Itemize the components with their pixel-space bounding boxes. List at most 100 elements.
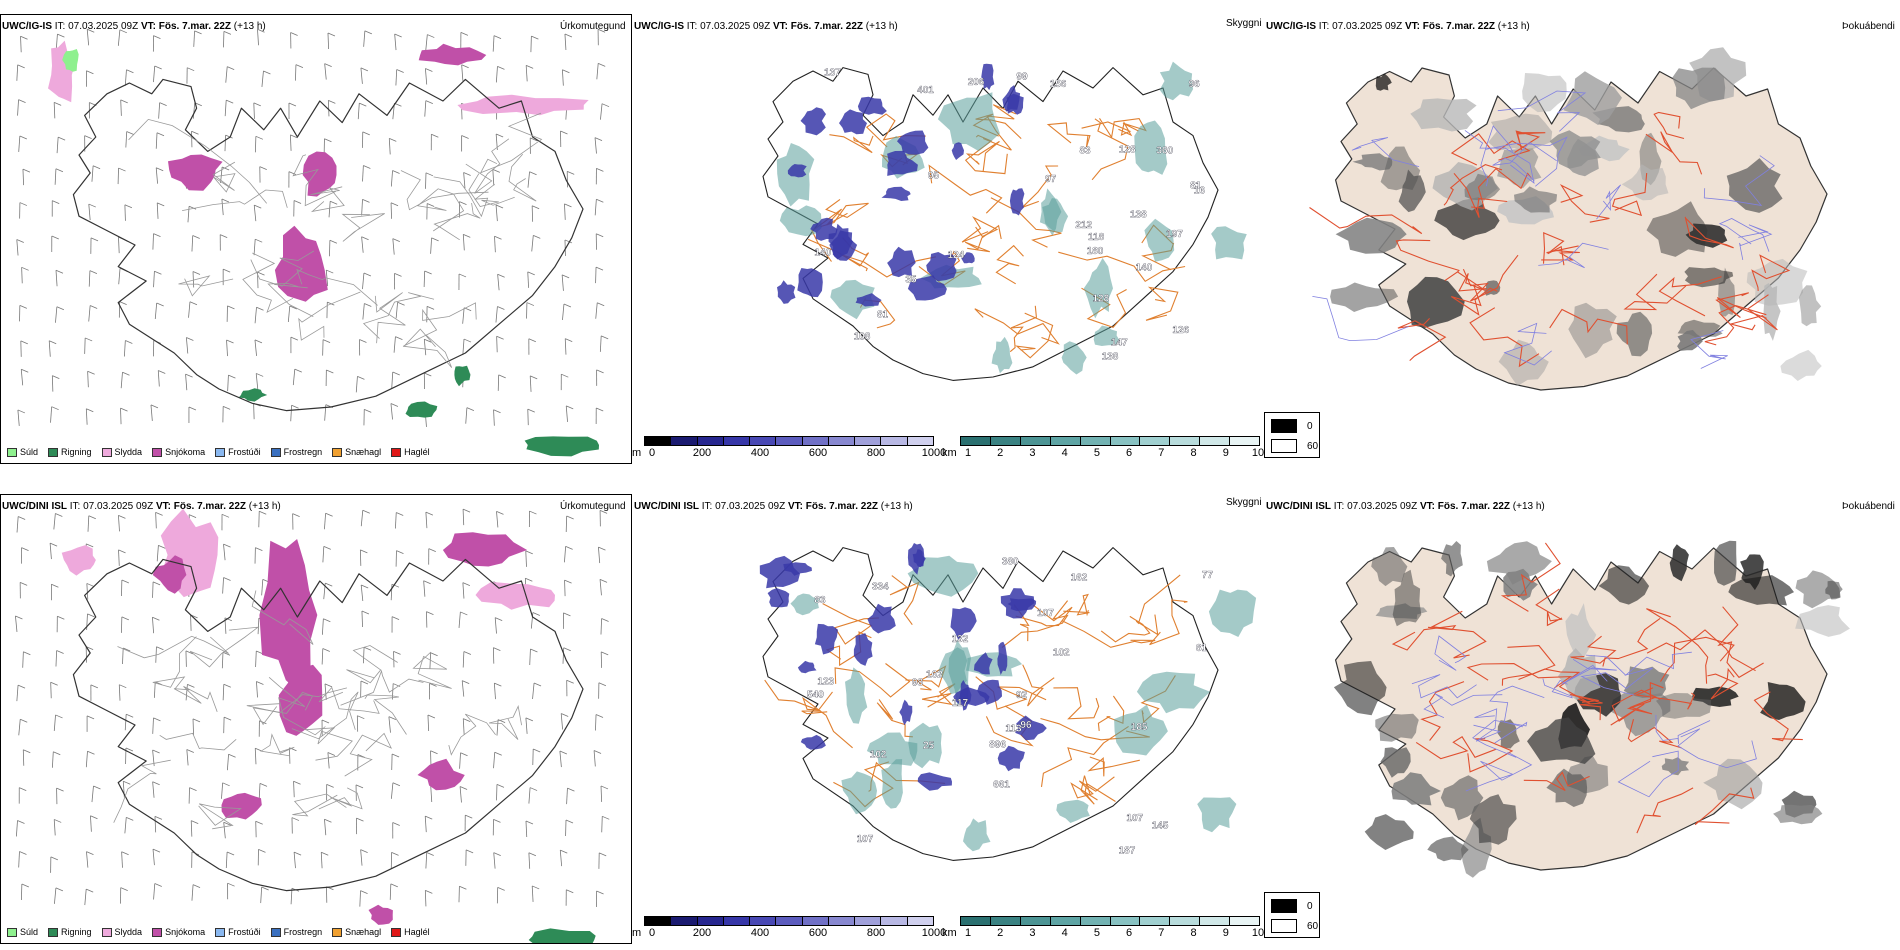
wind-barb-flag [187,67,195,72]
wind-barb [390,403,393,420]
wind-barb-flag [323,618,331,623]
wind-barb-flag [492,169,500,173]
wind-barb-flag [533,682,542,687]
cloud-base-area [767,588,790,608]
wind-barb-flag [328,99,336,104]
wind-barb [531,205,534,222]
wind-barb-flag [224,617,233,622]
cloud-map-top: 128 197 99 81 95 83 108 81 124 180 360 16 126 156 138 1… [762,61,1247,381]
wind-barb [16,239,19,256]
fog-area [1780,349,1822,381]
legend-label: Súld [20,447,39,457]
wind-barb [88,305,91,322]
colorbar-segment [1230,917,1260,925]
road-line [1081,121,1133,137]
colorbar-segment [1050,437,1081,445]
wind-barb [188,301,191,318]
ptype-legend-item: Haglél [391,927,430,937]
wind-barb-flag [156,167,164,172]
road-line [1100,615,1151,643]
wind-barb [48,340,51,357]
colorbar-ticks: 1 2 3 4 5 6 7 8 9 10 [960,927,1264,941]
wind-barb [18,851,20,868]
wind-barb-flag [326,784,334,788]
colorbar-tick-label: 6 [1126,447,1133,459]
ptype-legend-item: Slydda [101,447,142,457]
wind-barb-flag [126,713,134,718]
wind-barb [187,206,190,223]
wind-barb-flag [186,337,194,341]
wind-barb-flag [427,34,435,38]
wind-barb [152,781,155,798]
cloud-base-area [897,130,929,155]
wind-barb-flag [599,509,608,514]
wind-barb-flag [226,851,235,856]
wind-barb [462,509,465,526]
wind-barb [566,788,568,805]
wind-barb [124,817,127,834]
wind-barb [360,849,363,866]
road-line [341,213,385,242]
visibility-area [790,593,821,616]
visibility-area [841,771,877,815]
wind-barb [185,684,188,701]
legend-label: Súld [20,927,39,937]
wind-barb [362,647,365,664]
colorbar-segment [990,917,1021,925]
colorbar-tick-label: 3 [1029,447,1036,459]
road-line [1309,207,1423,235]
wind-barb [424,816,427,833]
wind-barb [86,583,89,600]
visibility-area [938,647,968,695]
colorbar-segment [671,437,698,445]
cloud-base-label: 113 [1005,724,1022,735]
wind-barb-flag [395,336,403,341]
wind-barb [17,409,20,426]
visibility-area [1134,120,1168,175]
wind-barb-flag [363,272,372,277]
cloud-base-label: 96 [1020,720,1032,731]
wind-barb [18,719,21,736]
ptype-legend-item: Rigning [48,447,92,457]
road-line [1570,693,1603,721]
wind-barb-flag [86,583,95,587]
wind-barb-flag [49,340,57,345]
legend-swatch [270,447,281,457]
road-line [400,170,489,211]
wind-barb [20,36,22,53]
wind-barb-flag [86,888,94,893]
colorbar-segment [961,437,991,445]
wind-barb-flag [223,543,231,548]
wind-barb [193,30,195,47]
wind-barb [125,131,128,148]
fog-legend-label: 60 [1307,920,1319,932]
road-line [1397,318,1447,362]
wind-barb [327,100,330,117]
wind-barb-flag [526,302,535,306]
wind-barb [600,618,603,635]
fog-area [1661,757,1690,776]
visibility-area [1136,671,1211,714]
wind-barb-flag [186,749,194,753]
fog-legend-swatch [1271,439,1297,453]
cloud-base-label: 124 [948,250,965,261]
wind-barb [423,580,426,597]
precip-area [454,365,471,387]
wind-barb-flag [430,750,438,755]
wind-barb [462,582,465,599]
wind-barb-flag [121,579,130,584]
wind-barb [327,752,330,769]
wind-barb [185,374,188,391]
road-line [212,161,236,193]
cloud-base-label: 138 [1130,210,1147,221]
cloud-base-label: 212 [1075,220,1092,231]
wind-barb [390,202,392,219]
road-line [1518,668,1591,704]
wind-barb-flag [561,713,569,717]
wind-barb [261,579,264,596]
wind-barb-flag [423,580,431,585]
wind-barb [528,787,531,804]
wind-barb-flag [391,852,399,856]
wind-barb [462,307,465,324]
road-line [1466,663,1573,689]
